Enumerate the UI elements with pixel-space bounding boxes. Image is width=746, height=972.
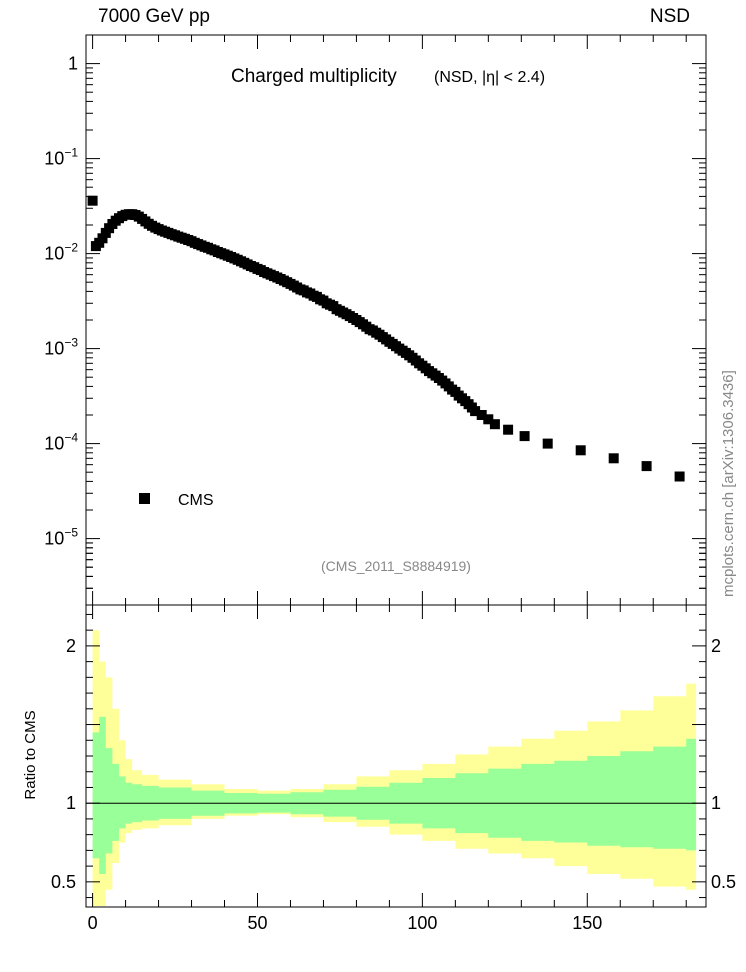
axis-ticks: 1 10−1 10−2 10−3 10−4 10−5 0 50 100 150 0.5 0.5 1 1 2 2	[44, 34, 736, 933]
y-tick-exponent: −4	[64, 431, 78, 445]
y-tick-exponent: −1	[64, 146, 78, 160]
y-tick-exponent: −5	[64, 526, 78, 540]
watermark-label: (CMS_2011_S8884919)	[321, 558, 471, 574]
ratio-y-tick-label: 2	[66, 636, 76, 656]
x-tick-label: 50	[247, 913, 267, 933]
x-tick-label: 0	[88, 913, 98, 933]
data-point	[641, 461, 652, 472]
data-markers	[87, 195, 685, 482]
data-point	[476, 410, 487, 420]
x-tick-label: 100	[407, 913, 437, 933]
y-tick-label: 10−2	[44, 241, 78, 264]
data-point	[503, 424, 514, 435]
legend-marker	[139, 493, 150, 504]
ratio-bands	[92, 630, 697, 906]
process-label: NSD	[649, 6, 690, 27]
ratio-y-axis-label: Ratio to CMS	[22, 710, 39, 799]
inner-uncertainty-band	[92, 716, 697, 874]
y-tick-label: 10−4	[44, 431, 78, 454]
ratio-y-tick-label-right: 1	[711, 793, 721, 813]
chart-subtitle: (NSD, |η| < 2.4)	[434, 69, 545, 86]
main-plot-frame	[85, 34, 707, 606]
data-point	[470, 406, 481, 417]
y-tick-label: 10−3	[44, 336, 78, 359]
y-tick-exponent: −3	[64, 336, 78, 350]
data-point	[87, 195, 98, 206]
ratio-y-tick-label-right: 2	[711, 636, 721, 656]
ratio-y-tick-label: 1	[66, 793, 76, 813]
energy-label: 7000 GeV pp	[98, 6, 210, 27]
data-point	[575, 445, 586, 456]
data-point	[674, 471, 685, 482]
x-tick-label: 150	[572, 913, 602, 933]
data-point	[97, 233, 108, 244]
data-point	[519, 431, 530, 442]
y-tick-label: 10−5	[44, 526, 78, 549]
legend-label: CMS	[178, 492, 214, 509]
chart-title: Charged multiplicity	[231, 66, 397, 87]
data-point	[608, 453, 619, 464]
y-tick-label: 1	[68, 54, 78, 74]
data-point	[483, 414, 494, 425]
data-point	[542, 438, 553, 449]
data-point	[489, 419, 500, 430]
ratio-y-tick-label: 0.5	[51, 872, 76, 892]
y-tick-label: 10−1	[44, 146, 78, 169]
y-tick-exponent: −2	[64, 241, 78, 255]
ratio-y-tick-label-right: 0.5	[711, 872, 736, 892]
